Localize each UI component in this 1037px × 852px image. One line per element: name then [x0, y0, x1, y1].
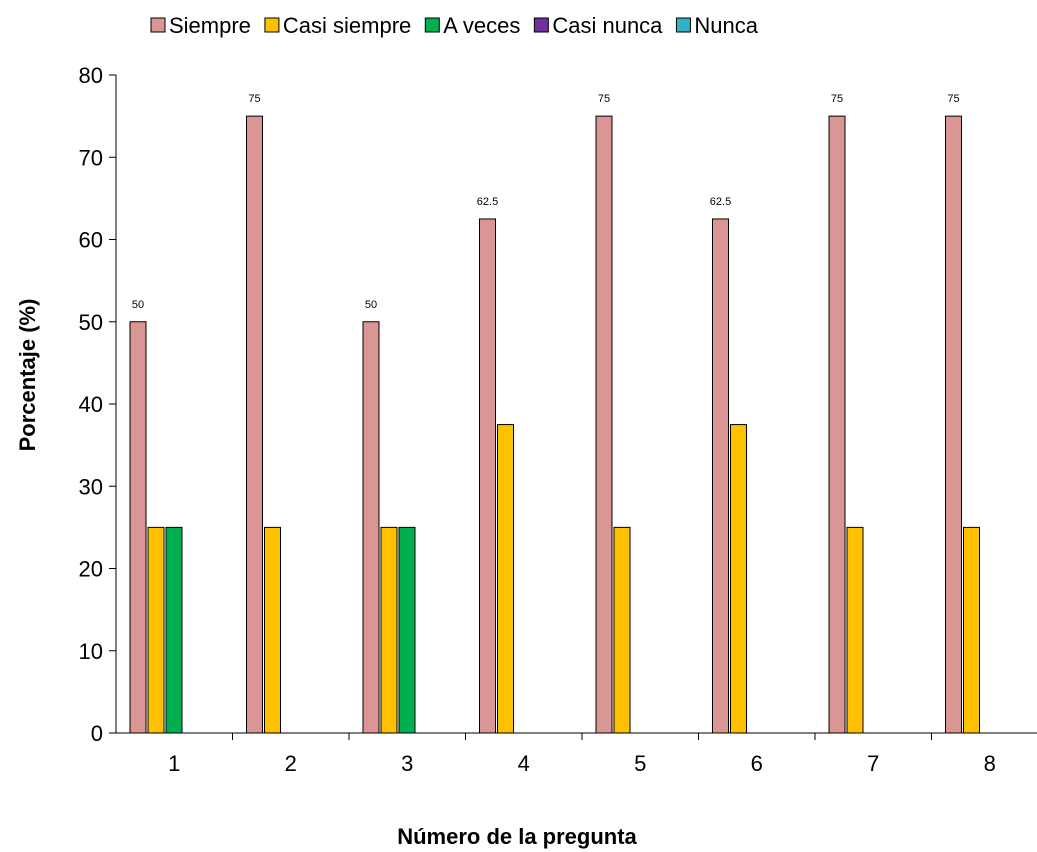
y-tick-label: 50 — [79, 310, 103, 335]
bar-siempre — [362, 321, 380, 734]
y-tick-label: 80 — [79, 63, 103, 88]
y-tick-label: 40 — [79, 392, 103, 417]
y-axis-title: Porcentaje (%) — [15, 299, 40, 452]
bar-siempre — [712, 218, 729, 734]
legend-swatch — [675, 17, 691, 33]
legend-label: Casi siempre — [283, 13, 411, 38]
bar-casi-siempre — [613, 526, 631, 734]
x-tick-label: 6 — [751, 751, 763, 776]
y-tick-label: 70 — [79, 145, 103, 170]
bars — [129, 115, 980, 734]
y-tick-label: 20 — [79, 557, 103, 582]
bar-casi-siempre — [963, 526, 980, 734]
legend-label: Nunca — [694, 13, 758, 38]
y-tick-label: 0 — [91, 721, 103, 746]
x-tick-label: 4 — [518, 751, 530, 776]
legend-label: Casi nunca — [552, 13, 663, 38]
bar-siempre — [828, 115, 846, 734]
bar-casi-siempre — [846, 526, 864, 734]
y-tick-label: 30 — [79, 474, 103, 499]
bar-casi-siempre — [497, 424, 514, 734]
legend-label: Siempre — [169, 13, 251, 38]
data-label: 75 — [248, 93, 260, 105]
axes: 0 10 20 30 40 50 60 70 80 1 2 3 4 5 6 7 8 — [79, 63, 1037, 776]
bar-casi-siempre — [264, 526, 281, 734]
bar-a-veces — [398, 526, 416, 734]
data-label: 75 — [831, 93, 843, 105]
data-label: 75 — [947, 93, 959, 105]
bar-casi-siempre — [380, 526, 398, 734]
bar-siempre — [246, 115, 263, 734]
data-label: 50 — [365, 299, 377, 311]
bar-siempre — [129, 321, 147, 734]
x-tick-label: 5 — [634, 751, 646, 776]
legend-swatch — [264, 17, 280, 33]
x-tick-label: 7 — [867, 751, 879, 776]
legend-swatch — [150, 17, 166, 33]
legend: Siempre Casi siempre A veces Casi nunca Nunc… — [150, 13, 759, 38]
x-tick-label: 8 — [984, 751, 996, 776]
bar-casi-siempre — [730, 424, 747, 734]
x-axis-title: Número de la pregunta — [397, 824, 637, 849]
bar-siempre — [595, 115, 613, 734]
data-label: 62.5 — [477, 196, 498, 208]
legend-swatch — [533, 17, 549, 33]
y-tick-label: 10 — [79, 639, 103, 664]
y-tick-label: 60 — [79, 228, 103, 253]
bar-a-veces — [165, 526, 183, 734]
data-labels: 50 75 50 62.5 75 62.5 75 75 — [132, 93, 960, 311]
legend-swatch — [424, 17, 440, 33]
bar-siempre — [945, 115, 962, 734]
data-label: 50 — [132, 299, 144, 311]
bar-siempre — [479, 218, 496, 734]
legend-label: A veces — [443, 13, 520, 38]
data-label: 75 — [598, 93, 610, 105]
x-tick-label: 1 — [168, 751, 180, 776]
bar-casi-siempre — [147, 526, 165, 734]
x-tick-label: 2 — [285, 751, 297, 776]
x-tick-label: 3 — [401, 751, 413, 776]
data-label: 62.5 — [710, 196, 731, 208]
